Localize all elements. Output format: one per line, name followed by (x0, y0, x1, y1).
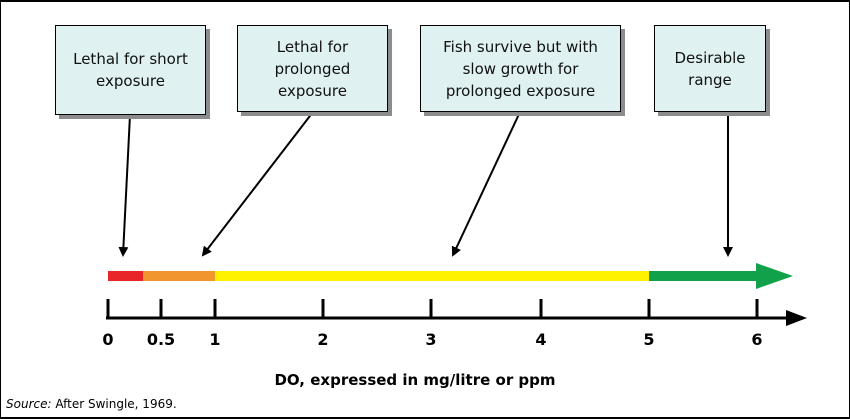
scale-segment-green (649, 271, 760, 281)
tick-label-0: 0 (102, 330, 114, 349)
tick-label-4: 4 (535, 330, 547, 349)
tick-label-0.5: 0.5 (146, 330, 176, 349)
callout-box-lethal-short: Lethal for short exposure (55, 25, 206, 115)
callout-box-desirable-range: Desirable range (654, 25, 766, 112)
green-arrowhead (756, 263, 793, 289)
source-text: After Swingle, 1969. (51, 397, 177, 411)
tick-label-5: 5 (643, 330, 655, 349)
source-note: Source: After Swingle, 1969. (6, 397, 177, 411)
source-label: Source: (6, 397, 52, 411)
axis-title: DO, expressed in mg/litre or ppm (274, 371, 556, 389)
tick-label-6: 6 (751, 330, 763, 349)
scale-segment-orange (143, 271, 215, 281)
scale-segment-yellow (215, 271, 649, 281)
callout-arrow-slow-growth (451, 111, 521, 257)
callout-box-slow-growth: Fish survive but with slow growth for pr… (420, 25, 621, 112)
callout-arrow-prolonged-exposure (201, 111, 314, 257)
callout-arrow-short-exposure (118, 114, 131, 257)
tick-label-2: 2 (317, 330, 329, 349)
scale-segment-red (108, 271, 144, 281)
axis-ticks (106, 299, 759, 318)
tick-label-3: 3 (425, 330, 437, 349)
tick-label-1: 1 (209, 330, 221, 349)
callout-box-lethal-prolonged: Lethal for prolonged exposure (237, 25, 388, 112)
axis-arrowhead (786, 310, 807, 326)
